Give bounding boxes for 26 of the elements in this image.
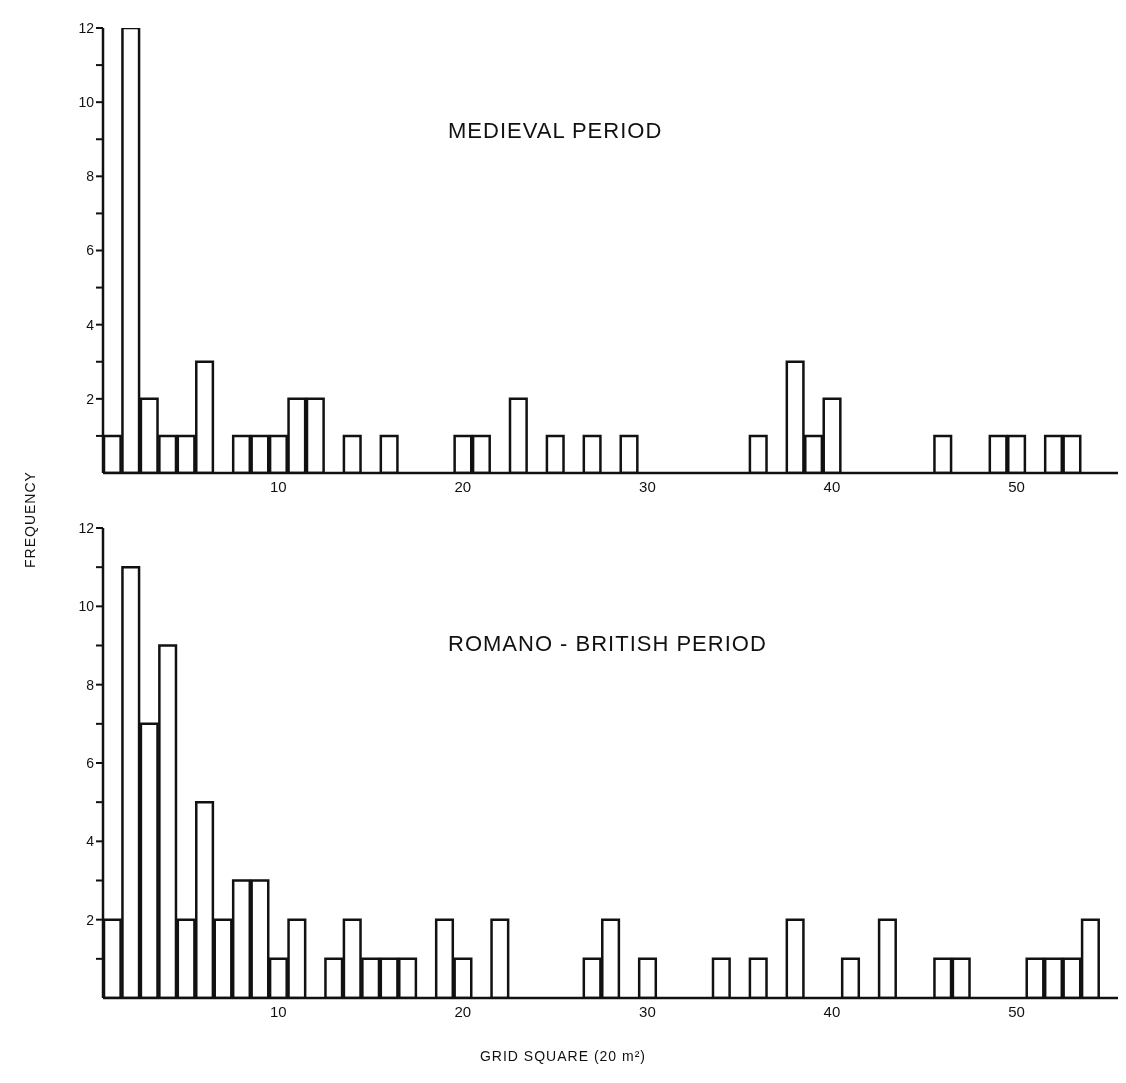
x-tick-label: 20 bbox=[454, 477, 472, 495]
x-tick-label: 30 bbox=[639, 477, 656, 495]
y-tick-label: 12 bbox=[78, 19, 95, 36]
x-tick-label: 40 bbox=[823, 1002, 841, 1020]
x-tick-label: 50 bbox=[1008, 1002, 1025, 1020]
y-tick-label: 2 bbox=[86, 390, 95, 407]
x-tick-label: 30 bbox=[639, 1002, 656, 1020]
x-axis-title: GRID SQUARE (20 m²) bbox=[479, 1048, 647, 1064]
y-tick-label: 8 bbox=[86, 168, 95, 185]
y-axis-title: FREQUENCY bbox=[22, 471, 38, 568]
x-tick-label: 10 bbox=[269, 1002, 287, 1020]
y-tick-label: 12 bbox=[78, 519, 95, 536]
y-tick-label: 10 bbox=[78, 598, 95, 615]
y-tick-label: 6 bbox=[86, 242, 95, 259]
y-tick-label: 10 bbox=[78, 94, 95, 111]
y-tick-label: 4 bbox=[86, 833, 95, 850]
text: MEDIEVAL PERIOD bbox=[448, 118, 663, 144]
x-tick-label: 10 bbox=[269, 477, 287, 495]
text: ROMANO - BRITISH PERIOD bbox=[448, 631, 767, 658]
x-tick-label: 50 bbox=[1008, 477, 1025, 495]
y-tick-label: 2 bbox=[86, 911, 95, 928]
x-tick-label: 40 bbox=[823, 477, 841, 495]
y-tick-label: 8 bbox=[86, 676, 95, 693]
x-tick-label: 20 bbox=[454, 1002, 472, 1020]
y-tick-label: 4 bbox=[86, 316, 95, 333]
y-tick-label: 6 bbox=[86, 754, 95, 771]
